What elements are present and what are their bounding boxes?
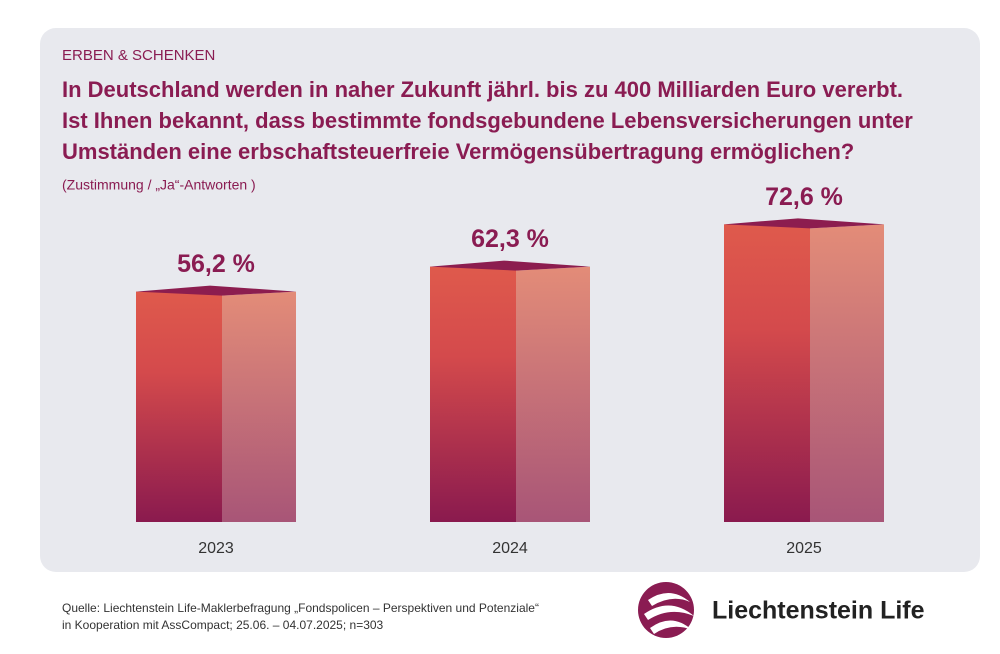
bar-top: [724, 218, 884, 229]
x-tick-label: 2023: [198, 540, 234, 557]
logo-icon: [638, 582, 694, 638]
brand: Liechtenstein Life: [712, 597, 925, 625]
value-label: 62,3 %: [471, 225, 549, 253]
bar-side: [516, 266, 590, 522]
bar-front: [724, 224, 810, 522]
value-label: 56,2 %: [177, 250, 255, 278]
subtitle: (Zustimmung / „Ja“-Antworten ): [62, 177, 256, 193]
source-line: in Kooperation mit AssCompact; 25.06. – …: [62, 618, 384, 632]
value-label: 72,6 %: [765, 183, 843, 211]
x-tick-label: 2024: [492, 540, 528, 557]
bar: [724, 218, 884, 522]
bar-side: [810, 224, 884, 522]
bar-front: [136, 291, 222, 522]
title-line: In Deutschland werden in naher Zukunft j…: [62, 77, 903, 102]
title-line: Ist Ihnen bekannt, dass bestimmte fondsg…: [62, 108, 913, 133]
tag: ERBEN & SCHENKEN: [62, 47, 215, 64]
bar: [430, 260, 590, 522]
title-line: Umständen eine erbschaftsteuerfreie Verm…: [62, 139, 854, 164]
x-tick-label: 2025: [786, 540, 822, 557]
bar-front: [430, 266, 516, 522]
bar-top: [430, 260, 590, 271]
bar: [136, 285, 296, 522]
bar-top: [136, 285, 296, 296]
source-line: Quelle: Liechtenstein Life-Maklerbefragu…: [62, 601, 539, 615]
bar-side: [222, 291, 296, 522]
